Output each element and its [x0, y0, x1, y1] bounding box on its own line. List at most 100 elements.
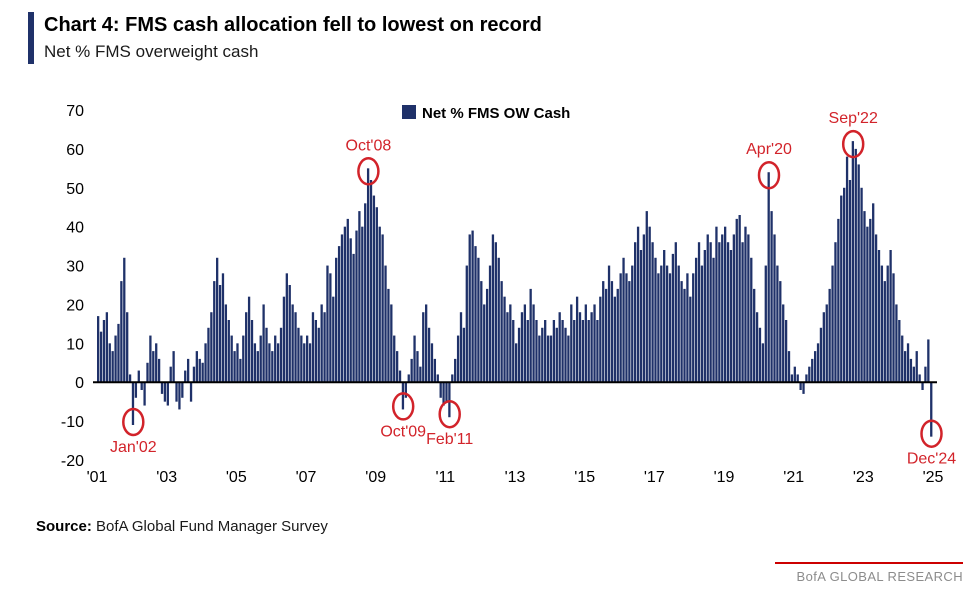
y-tick-label: 10: [66, 336, 84, 353]
bar: [604, 288, 608, 383]
x-tick-label: '05: [226, 469, 247, 486]
bar: [541, 327, 544, 383]
bar: [642, 234, 646, 383]
bar: [468, 234, 471, 383]
bar: [593, 304, 596, 383]
chart-subtitle: Net % FMS overweight cash: [44, 42, 259, 61]
bar: [874, 234, 878, 383]
bar: [564, 327, 567, 383]
bar: [689, 296, 692, 383]
bar: [137, 370, 140, 383]
bar: [291, 304, 294, 383]
bar: [120, 281, 123, 383]
bar: [860, 187, 863, 383]
bar: [663, 250, 666, 383]
bar: [425, 304, 428, 383]
bar: [195, 351, 198, 383]
bar: [526, 320, 529, 383]
bar: [622, 257, 625, 383]
bar: [227, 320, 230, 383]
bar: [909, 358, 913, 383]
bar: [648, 226, 651, 383]
chart-header: Chart 4: FMS cash allocation fell to low…: [28, 12, 975, 64]
bar: [471, 230, 474, 383]
bar: [767, 172, 770, 383]
bar: [189, 382, 193, 402]
bar: [869, 218, 872, 383]
bar: [802, 382, 805, 394]
bar: [300, 335, 303, 383]
bar: [790, 374, 794, 383]
bar: [326, 265, 329, 383]
bar: [297, 327, 300, 383]
bar: [770, 211, 773, 383]
bar: [346, 218, 349, 383]
bar: [880, 265, 884, 383]
bar: [483, 304, 486, 383]
bar: [491, 234, 495, 383]
bar: [799, 382, 802, 390]
bar: [157, 358, 161, 383]
bar: [732, 234, 736, 383]
bar: [683, 288, 686, 383]
bar: [184, 370, 187, 383]
bar: [825, 304, 828, 383]
bar: [288, 285, 291, 383]
bar: [242, 335, 245, 383]
bar: [442, 382, 445, 406]
annotation-circle: [391, 392, 415, 421]
bar: [808, 366, 811, 383]
bar: [660, 265, 663, 383]
bar: [213, 281, 216, 383]
bar: [419, 366, 422, 383]
bar: [140, 382, 143, 390]
bar: [863, 211, 866, 383]
bar: [831, 265, 834, 383]
bar: [561, 320, 564, 383]
bar: [274, 335, 277, 383]
bar: [686, 273, 689, 383]
bar: [587, 320, 590, 383]
bar: [259, 335, 262, 383]
bar: [764, 265, 767, 383]
bar: [497, 257, 500, 383]
bar: [282, 296, 286, 383]
bar: [146, 362, 149, 383]
bar: [332, 296, 335, 383]
bar: [378, 226, 381, 383]
annotation-label: Sep'22: [829, 110, 878, 127]
bar: [535, 320, 538, 383]
bar: [538, 335, 541, 383]
bar: [430, 343, 434, 383]
bar: [639, 250, 643, 383]
bar: [813, 351, 817, 383]
bar: [901, 335, 904, 383]
bar: [697, 242, 701, 383]
bar: [306, 335, 309, 383]
bar: [456, 335, 460, 383]
bar: [285, 273, 288, 383]
bar: [610, 281, 614, 383]
x-tick-label: '07: [296, 469, 317, 486]
bar: [198, 358, 201, 383]
bar: [822, 312, 825, 383]
bar: [439, 382, 442, 398]
bar: [828, 288, 831, 383]
bar: [703, 250, 706, 383]
source-label: Source:: [36, 518, 92, 535]
bar: [843, 187, 846, 383]
bar: [303, 343, 306, 383]
bar: [308, 343, 312, 383]
bar: [448, 382, 451, 418]
bar: [172, 351, 175, 383]
bar: [750, 257, 753, 383]
bar: [451, 374, 454, 383]
bar: [335, 257, 338, 383]
bar: [517, 327, 521, 383]
bar: [343, 226, 347, 383]
bar: [599, 296, 602, 383]
bar: [735, 218, 738, 383]
bar: [485, 288, 489, 383]
bar: [230, 335, 233, 383]
annotation-label: Oct'08: [346, 137, 392, 154]
